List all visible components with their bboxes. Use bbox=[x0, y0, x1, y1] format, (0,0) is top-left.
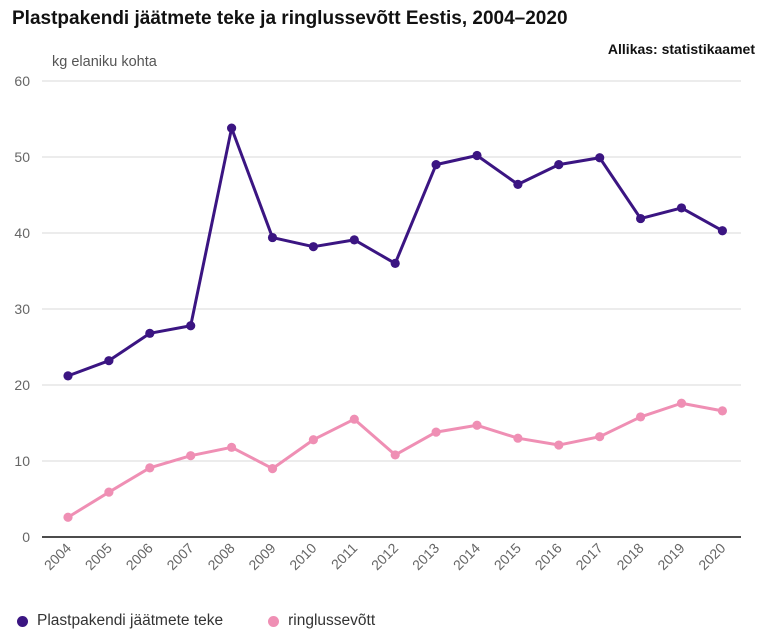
data-point bbox=[554, 440, 564, 450]
x-tick-label: 2008 bbox=[204, 540, 237, 573]
x-tick-label: 2020 bbox=[695, 540, 728, 573]
data-point bbox=[595, 432, 605, 442]
data-point bbox=[472, 420, 482, 430]
data-point bbox=[554, 160, 564, 170]
data-point bbox=[186, 321, 196, 331]
data-point bbox=[513, 179, 523, 189]
data-point bbox=[431, 427, 441, 437]
data-point bbox=[227, 442, 237, 452]
y-tick-label: 60 bbox=[14, 73, 30, 89]
data-point bbox=[267, 232, 278, 243]
x-tick-label: 2016 bbox=[532, 540, 565, 573]
data-point bbox=[308, 435, 318, 445]
x-tick-label: 2004 bbox=[41, 540, 74, 573]
x-tick-label: 2013 bbox=[409, 540, 442, 573]
data-point bbox=[349, 235, 359, 245]
data-point bbox=[717, 226, 728, 236]
y-tick-label: 10 bbox=[14, 453, 30, 469]
x-tick-label: 2012 bbox=[368, 540, 401, 573]
data-point bbox=[472, 150, 482, 161]
data-point bbox=[717, 406, 728, 416]
data-point bbox=[308, 242, 318, 252]
data-point bbox=[186, 451, 196, 461]
data-point bbox=[145, 328, 155, 338]
x-tick-label: 2006 bbox=[123, 540, 156, 573]
y-tick-label: 50 bbox=[14, 149, 30, 165]
data-point bbox=[390, 258, 400, 268]
data-point bbox=[595, 153, 605, 163]
x-tick-label: 2015 bbox=[491, 540, 524, 573]
data-point bbox=[676, 203, 687, 213]
data-point bbox=[104, 487, 114, 497]
data-point bbox=[636, 213, 646, 224]
data-point bbox=[267, 464, 278, 474]
y-tick-label: 20 bbox=[14, 377, 30, 393]
x-tick-label: 2010 bbox=[286, 540, 319, 573]
y-axis-label: kg elaniku kohta bbox=[52, 54, 157, 70]
x-tick-label: 2007 bbox=[163, 540, 196, 573]
x-tick-label: 2017 bbox=[572, 540, 605, 573]
x-tick-label: 2005 bbox=[82, 540, 115, 573]
data-point bbox=[63, 371, 73, 381]
data-point bbox=[227, 123, 237, 133]
source-note: Allikas: statistikaamet bbox=[607, 41, 755, 57]
legend-marker-recycling bbox=[268, 615, 280, 627]
series-line-recycling bbox=[66, 401, 724, 519]
data-point bbox=[145, 463, 155, 473]
series-line-generation bbox=[66, 126, 724, 378]
x-tick-label: 2009 bbox=[245, 540, 278, 573]
x-tick-label: 2018 bbox=[613, 540, 646, 573]
data-point bbox=[104, 356, 114, 366]
data-point bbox=[431, 160, 441, 170]
legend-item-generation: Plastpakendi jäätmete teke bbox=[12, 612, 223, 630]
data-point bbox=[636, 412, 646, 422]
data-point bbox=[390, 450, 400, 460]
x-tick-label: 2014 bbox=[450, 540, 483, 573]
x-tick-label: 2011 bbox=[328, 540, 361, 573]
legend-label-recycling: ringlussevõtt bbox=[288, 612, 376, 629]
y-tick-label: 40 bbox=[14, 225, 30, 241]
legend: Plastpakendi jäätmete teke ringlussevõtt bbox=[12, 612, 415, 630]
chart-title: Plastpakendi jäätmete teke ja ringlussev… bbox=[12, 8, 568, 29]
y-tick-label: 0 bbox=[22, 529, 30, 545]
x-tick-label: 2019 bbox=[654, 540, 687, 573]
data-point bbox=[349, 414, 359, 424]
data-point bbox=[513, 433, 523, 443]
y-tick-label: 30 bbox=[14, 301, 30, 317]
data-point bbox=[63, 512, 73, 522]
legend-marker-generation bbox=[17, 615, 28, 627]
data-point bbox=[676, 398, 687, 408]
legend-label-generation: Plastpakendi jäätmete teke bbox=[37, 612, 224, 629]
legend-item-recycling: ringlussevõtt bbox=[263, 612, 375, 630]
